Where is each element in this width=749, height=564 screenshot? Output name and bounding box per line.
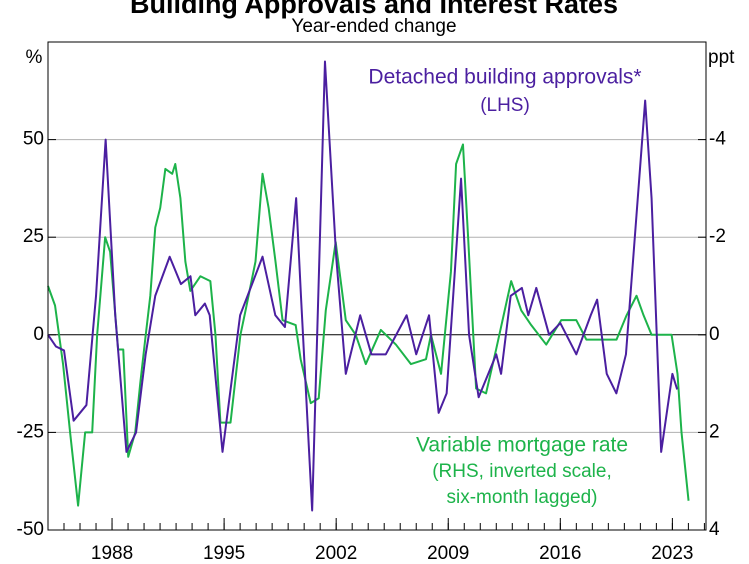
- y-tick-label: -50: [17, 519, 44, 540]
- y-tick-label: 0: [33, 324, 44, 345]
- x-tick-label: 1988: [91, 543, 133, 564]
- y-tick-label: 50: [23, 129, 44, 150]
- x-tick-label: 1995: [203, 543, 245, 564]
- x-tick-label: 2002: [315, 543, 357, 564]
- y2-tick-label: 2: [709, 421, 720, 442]
- series-line: [47, 143, 690, 507]
- chart-subtitle: Year-ended change: [291, 16, 456, 37]
- y2-unit: ppt: [708, 47, 735, 68]
- chart-title: Building Approvals and Interest Rates: [130, 0, 618, 19]
- y2-tick-label: -4: [709, 129, 726, 150]
- y-tick-label: 25: [23, 226, 44, 247]
- plot-frame: [47, 41, 707, 531]
- y-tick-label: -25: [17, 421, 44, 442]
- y2-tick-label: -2: [709, 226, 726, 247]
- y2-tick-label: 4: [709, 519, 720, 540]
- series-line: [47, 60, 679, 512]
- annotation: (RHS, inverted scale,: [432, 461, 612, 482]
- y2-tick-label: 0: [709, 324, 720, 345]
- x-tick-label: 2023: [651, 543, 693, 564]
- annotation: (LHS): [480, 95, 530, 116]
- y-unit: %: [26, 47, 43, 68]
- annotation: Variable mortgage rate: [416, 434, 628, 457]
- annotation: six-month lagged): [446, 487, 597, 508]
- annotation: Detached building approvals*: [368, 66, 641, 89]
- x-tick-label: 2009: [427, 543, 469, 564]
- x-tick-label: 2016: [539, 543, 581, 564]
